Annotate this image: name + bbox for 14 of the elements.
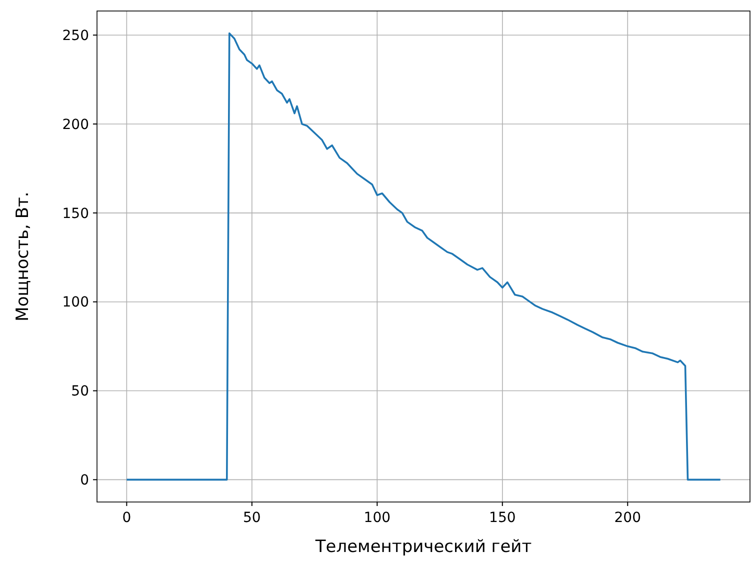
y-tick-label: 250 [62, 28, 89, 44]
y-tick-label: 50 [71, 384, 89, 400]
x-tick-label: 100 [364, 510, 391, 526]
y-tick-label: 150 [62, 206, 89, 222]
x-tick-label: 0 [122, 510, 132, 526]
y-tick-label: 100 [62, 294, 89, 311]
x-tick-label: 50 [243, 510, 261, 526]
x-tick-label: 200 [614, 510, 642, 526]
y-tick-label: 0 [80, 472, 89, 489]
y-axis-title: Мощность, Вт. [13, 192, 33, 322]
x-tick-label: 150 [489, 510, 516, 526]
line-series [126, 32, 722, 481]
x-axis-title: Телементрический гейт [314, 537, 532, 557]
y-tick-label: 200 [62, 116, 89, 133]
